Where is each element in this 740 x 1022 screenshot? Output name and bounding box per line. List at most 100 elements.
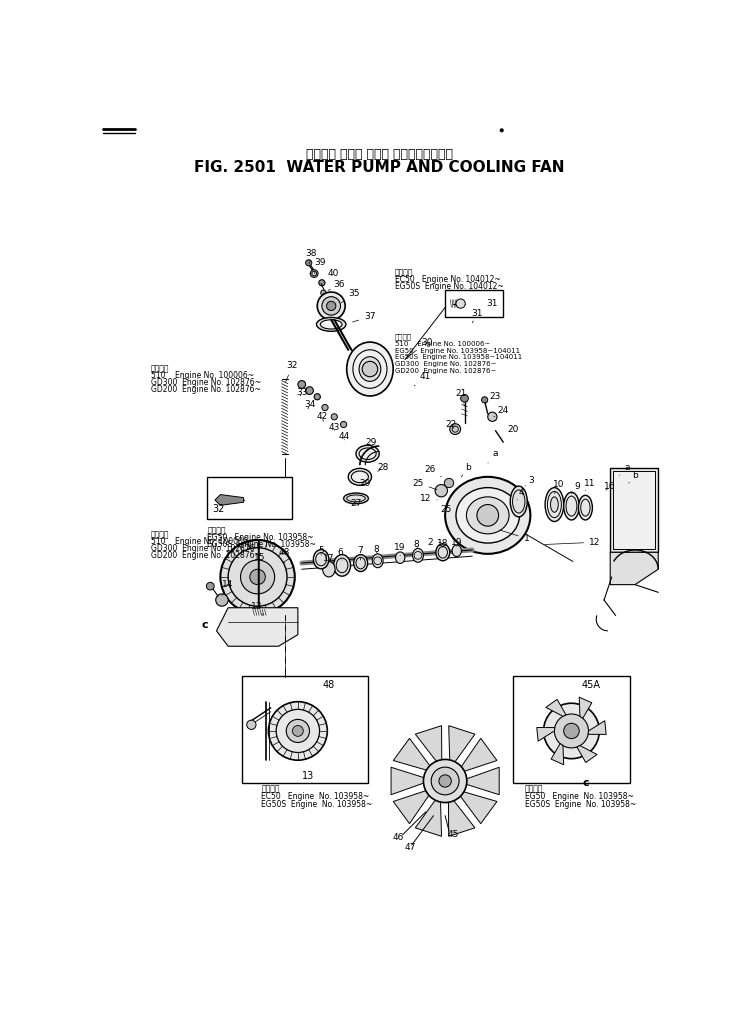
Text: 40: 40 [323,269,338,283]
Polygon shape [588,721,606,735]
Text: 29: 29 [360,478,371,487]
Ellipse shape [334,555,351,576]
Text: 2: 2 [428,538,441,547]
Text: ウォータ ポンプ および クーリングファン: ウォータ ポンプ および クーリングファン [306,148,453,161]
Text: 34: 34 [304,400,315,409]
Text: 21: 21 [455,389,466,406]
Text: 47: 47 [405,843,416,852]
Text: 29: 29 [366,437,377,450]
Ellipse shape [452,545,462,557]
Circle shape [319,280,325,286]
Circle shape [314,393,320,400]
Circle shape [306,260,312,266]
Circle shape [216,594,228,606]
Text: 20: 20 [502,424,518,438]
Text: EG50S  Engine No. 103958~: EG50S Engine No. 103958~ [207,540,316,549]
Circle shape [221,540,295,614]
Text: GD200  Engine No. 102876~: GD200 Engine No. 102876~ [394,368,496,374]
Text: b: b [629,471,638,483]
Circle shape [431,768,459,795]
Polygon shape [391,768,430,795]
Text: 39: 39 [314,259,326,274]
Ellipse shape [413,549,423,562]
Text: 11: 11 [585,478,596,491]
Circle shape [554,714,588,748]
Polygon shape [457,738,497,774]
Text: GD300  Engine No. 102876~: GD300 Engine No. 102876~ [151,378,260,387]
Circle shape [500,129,503,132]
Circle shape [322,296,340,315]
Text: 8: 8 [414,540,420,549]
Polygon shape [546,699,566,716]
Text: 適用番号: 適用番号 [151,530,169,539]
Ellipse shape [359,448,376,460]
Polygon shape [393,789,433,824]
Circle shape [250,569,266,585]
Text: 適用番号: 適用番号 [261,784,280,793]
Text: 510    Engine No. 100006~: 510 Engine No. 100006~ [151,537,254,546]
Circle shape [298,380,306,388]
Text: GD300  Engine No. 102876~: GD300 Engine No. 102876~ [151,544,260,553]
Text: 43: 43 [329,423,340,432]
Text: GD200  Engine No. 102876~: GD200 Engine No. 102876~ [151,551,260,560]
Ellipse shape [466,497,509,533]
Circle shape [456,299,465,309]
Ellipse shape [354,555,368,571]
Text: 14: 14 [222,580,233,596]
Ellipse shape [343,493,369,504]
Text: 35: 35 [341,289,360,303]
Text: 32: 32 [212,504,225,514]
Text: 26: 26 [424,465,441,477]
Text: EG50   Engine No. 103958~104011: EG50 Engine No. 103958~104011 [394,347,520,354]
Text: EC50   Engine No. 104012~: EC50 Engine No. 104012~ [394,275,500,284]
Polygon shape [536,728,555,741]
Polygon shape [577,746,597,762]
Text: 510    Engine No. 100006~: 510 Engine No. 100006~ [151,371,254,380]
Polygon shape [579,697,592,718]
Text: EG50   Engine No. 103958~: EG50 Engine No. 103958~ [207,533,314,542]
Circle shape [310,270,318,277]
Text: EG50S  Engine  No. 103958~: EG50S Engine No. 103958~ [261,799,373,808]
Text: 38: 38 [306,249,317,264]
Circle shape [206,583,214,590]
Text: 12: 12 [545,538,600,547]
Text: a: a [619,463,630,475]
Text: EG50S  Engine  No. 103958~: EG50S Engine No. 103958~ [525,799,636,808]
Text: EG50S  Engine No. 103958~104011: EG50S Engine No. 103958~104011 [394,355,522,361]
Text: EG50S  Engine No. 104012~: EG50S Engine No. 104012~ [394,282,503,291]
Bar [242,676,368,783]
Polygon shape [448,796,475,836]
Polygon shape [610,552,659,585]
Circle shape [240,560,275,594]
Text: FIG. 2501  WATER PUMP AND COOLING FAN: FIG. 2501 WATER PUMP AND COOLING FAN [194,159,565,175]
Circle shape [269,702,327,760]
Text: 13: 13 [302,771,314,781]
Circle shape [544,703,599,758]
Ellipse shape [456,487,519,543]
Ellipse shape [579,496,593,520]
Circle shape [488,412,497,421]
Text: EC50   Engine  No. 103958~: EC50 Engine No. 103958~ [261,792,370,801]
Text: 44: 44 [339,432,350,442]
Text: 45A: 45A [582,680,600,690]
Text: 9: 9 [571,481,580,494]
Circle shape [362,362,377,377]
Text: 48: 48 [279,548,290,563]
Text: 18: 18 [437,539,448,548]
Text: 適用番号: 適用番号 [394,333,411,340]
Text: 24: 24 [494,406,509,417]
Text: c: c [201,619,208,630]
Text: 22: 22 [445,420,456,429]
Ellipse shape [564,493,579,520]
Circle shape [320,290,326,295]
Circle shape [450,424,460,434]
Circle shape [292,726,303,736]
Ellipse shape [436,544,450,561]
Circle shape [477,505,499,526]
Text: 25: 25 [412,478,437,490]
Text: b: b [462,463,471,477]
Circle shape [317,292,345,320]
Polygon shape [215,495,243,505]
Ellipse shape [356,446,380,462]
Ellipse shape [510,486,528,517]
